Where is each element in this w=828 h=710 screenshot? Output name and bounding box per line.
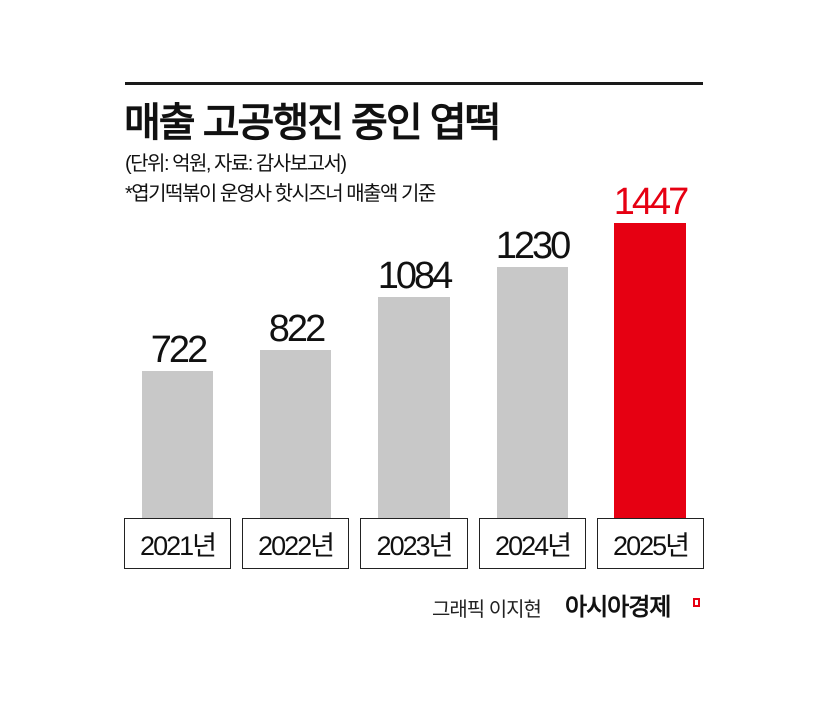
bar-2021 <box>142 371 213 518</box>
year-label-2022: 2022년 <box>242 518 349 569</box>
year-label-2024: 2024년 <box>479 518 586 569</box>
value-label-2022: 822 <box>268 308 326 350</box>
bar-2024 <box>497 267 568 518</box>
year-label-2023: 2023년 <box>360 518 468 569</box>
value-label-2025: 1447 <box>613 181 690 223</box>
chart-title: 매출 고공행진 중인 엽떡 <box>124 101 501 145</box>
brand-mark-icon <box>693 598 700 607</box>
value-label-2023: 1084 <box>377 255 454 297</box>
top-rule <box>125 82 703 85</box>
basis-note: *엽기떡볶이 운영사 핫시즈너 매출액 기준 <box>125 183 436 205</box>
value-label-2021: 722 <box>150 329 208 371</box>
unit-source-note: (단위: 억원, 자료: 감사보고서) <box>125 153 347 175</box>
brand-logo-text: 아시아경제 <box>565 594 671 621</box>
bar-2025 <box>614 223 686 518</box>
bar-2023 <box>378 297 450 518</box>
year-label-2025: 2025년 <box>597 518 704 569</box>
value-label-2024: 1230 <box>495 225 572 267</box>
bar-2022 <box>260 350 331 518</box>
graphic-credit: 그래픽 이지현 <box>432 599 542 621</box>
year-label-2021: 2021년 <box>124 518 231 569</box>
